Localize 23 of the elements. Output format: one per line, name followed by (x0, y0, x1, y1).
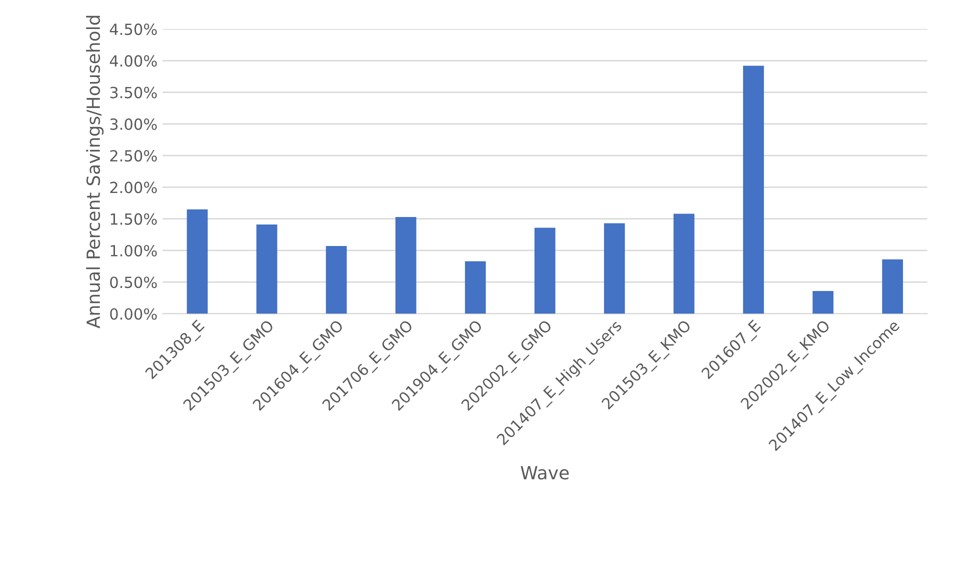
bar (743, 66, 764, 314)
bar (464, 261, 486, 314)
y-tick-label: 0.00% (110, 308, 157, 320)
bar (534, 228, 556, 314)
y-tick-label: 2.00% (110, 182, 157, 194)
y-tick-label: 3.00% (110, 118, 157, 130)
bar (186, 209, 208, 314)
y-tick-label: 1.00% (110, 244, 157, 256)
y-tick-label: 4.00% (110, 55, 157, 67)
y-tick-label: 4.50% (110, 24, 157, 36)
y-tick-label: 3.50% (110, 86, 157, 98)
bar (256, 224, 278, 314)
y-tick-label: 1.50% (110, 213, 157, 225)
y-tick-label: 2.50% (110, 150, 157, 162)
y-axis-title: Annual Percent Savings/Household (86, 16, 104, 328)
y-tick-label: 0.50% (110, 276, 157, 288)
bar (674, 214, 694, 314)
bar (812, 290, 834, 314)
bar (395, 216, 416, 314)
bar (326, 246, 347, 314)
bar (882, 259, 903, 314)
bar (604, 223, 625, 314)
x-axis-title: Wave (520, 466, 569, 480)
